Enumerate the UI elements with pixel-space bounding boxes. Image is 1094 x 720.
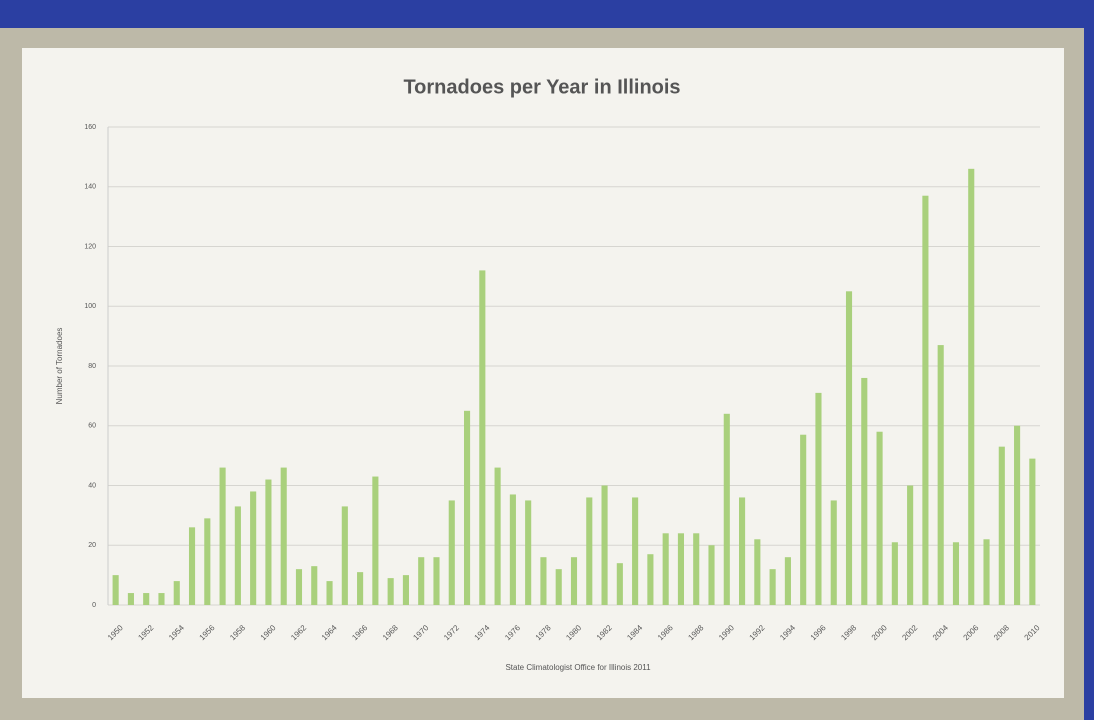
bar — [433, 557, 439, 605]
bar — [357, 572, 363, 605]
bar — [525, 500, 531, 605]
bar — [158, 593, 164, 605]
bar — [311, 566, 317, 605]
bar — [403, 575, 409, 605]
bar — [800, 435, 806, 605]
bar — [938, 345, 944, 605]
page: Tornadoes per Year in Illinois Number of… — [0, 0, 1094, 720]
bar — [220, 468, 226, 605]
bar — [693, 533, 699, 605]
bar — [113, 575, 119, 605]
bar — [602, 486, 608, 606]
bar — [999, 447, 1005, 605]
bar — [540, 557, 546, 605]
bar — [342, 506, 348, 605]
bar — [1014, 426, 1020, 605]
bar — [418, 557, 424, 605]
bar — [143, 593, 149, 605]
bar — [495, 468, 501, 605]
y-tick-label: 140 — [84, 184, 96, 191]
bar — [861, 378, 867, 605]
bar — [265, 480, 271, 605]
bar — [877, 432, 883, 605]
bar — [968, 169, 974, 605]
y-axis-label: Number of Tornadoes — [55, 328, 64, 405]
chart-title: Tornadoes per Year in Illinois — [403, 76, 680, 98]
bar — [892, 542, 898, 605]
bar — [586, 497, 592, 605]
bar — [846, 291, 852, 605]
bar — [907, 486, 913, 606]
bar — [754, 539, 760, 605]
bar — [235, 506, 241, 605]
bar — [556, 569, 562, 605]
bar — [922, 196, 928, 605]
bar — [953, 542, 959, 605]
bar — [250, 491, 256, 605]
bar — [128, 593, 134, 605]
y-tick-label: 40 — [88, 482, 96, 489]
bar — [479, 270, 485, 605]
bar — [204, 518, 210, 605]
bar — [296, 569, 302, 605]
bar — [189, 527, 195, 605]
bar — [632, 497, 638, 605]
y-tick-label: 60 — [88, 423, 96, 430]
bar — [647, 554, 653, 605]
y-tick-label: 160 — [84, 124, 96, 131]
y-tick-label: 0 — [92, 602, 96, 609]
bar — [464, 411, 470, 605]
y-tick-label: 100 — [84, 303, 96, 310]
bar — [785, 557, 791, 605]
bar — [770, 569, 776, 605]
bar — [1029, 459, 1035, 605]
y-tick-label: 20 — [88, 542, 96, 549]
bar — [326, 581, 332, 605]
bar — [510, 494, 516, 605]
bar — [663, 533, 669, 605]
source: State Climatologist Office for Illinois … — [505, 663, 651, 672]
y-tick-label: 80 — [88, 363, 96, 370]
bar — [983, 539, 989, 605]
bar — [388, 578, 394, 605]
bar — [174, 581, 180, 605]
bar — [372, 477, 378, 605]
bar — [724, 414, 730, 605]
bar — [281, 468, 287, 605]
bar — [678, 533, 684, 605]
y-tick-label: 120 — [84, 243, 96, 250]
bar — [449, 500, 455, 605]
bar — [617, 563, 623, 605]
bar — [831, 500, 837, 605]
bar — [739, 497, 745, 605]
bar — [571, 557, 577, 605]
bar — [815, 393, 821, 605]
chart: Tornadoes per Year in Illinois Number of… — [0, 0, 1094, 720]
bar — [708, 545, 714, 605]
